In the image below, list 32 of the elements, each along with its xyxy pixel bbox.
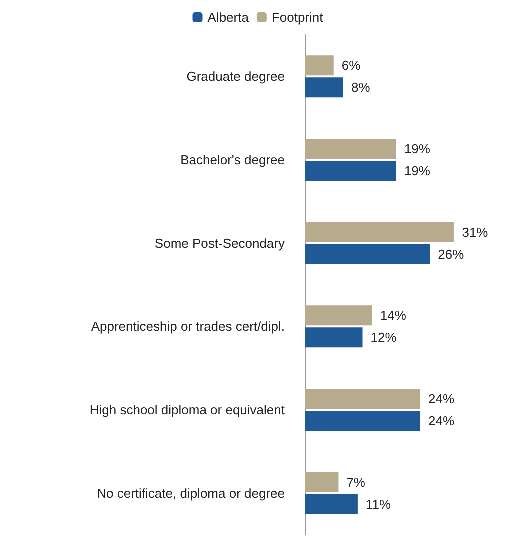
bar [305, 411, 421, 431]
bar [305, 78, 344, 98]
data-label: 19% [404, 164, 431, 178]
bar [305, 139, 396, 159]
y-tick-label: Some Post-Secondary [154, 236, 286, 251]
bar [305, 494, 358, 514]
bar [305, 306, 372, 326]
legend-label: Footprint [272, 10, 324, 25]
data-label: 8% [352, 80, 371, 96]
y-tick-label: Apprenticeship or trades cert/dipl. [91, 319, 285, 334]
data-label: 11% [366, 496, 392, 512]
bar [305, 328, 363, 348]
data-label: 19% [404, 142, 431, 156]
bar [305, 222, 454, 242]
data-label: 7% [346, 474, 366, 490]
y-tick-label: Graduate degree [186, 69, 285, 84]
bar [305, 56, 334, 76]
bar [305, 472, 339, 492]
y-tick-label: High school diploma or equivalent [90, 402, 286, 418]
bar [305, 244, 430, 264]
legend-label: Alberta [208, 10, 250, 25]
data-label: 6% [342, 58, 362, 74]
data-label: 26% [438, 246, 465, 262]
data-label: 12% [370, 330, 398, 346]
bar [305, 161, 396, 181]
y-tick-label: No certificate, diploma or degree [97, 486, 285, 501]
bar [305, 389, 421, 409]
data-label: 14% [380, 308, 407, 324]
data-label: 24% [428, 414, 455, 428]
data-label: 31% [462, 224, 489, 240]
y-tick-label: Bachelor's degree [180, 152, 285, 168]
data-label: 24% [428, 392, 455, 406]
